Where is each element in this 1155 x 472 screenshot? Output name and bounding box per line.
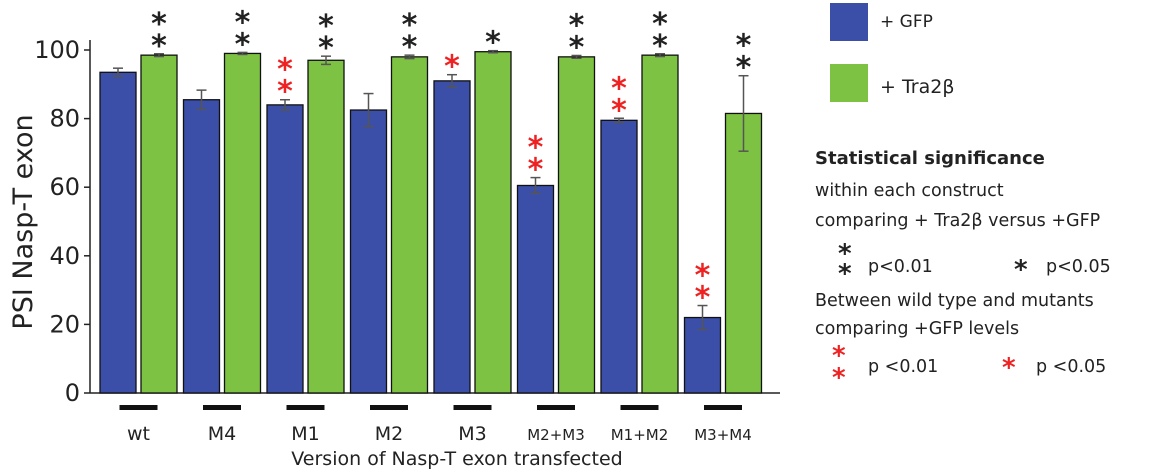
significance-line-4: comparing +GFP levels <box>815 319 1020 339</box>
x-tick-label: wt <box>127 423 150 445</box>
key-black-p05: p<0.05 <box>1046 257 1111 277</box>
significance-star: * <box>695 281 711 316</box>
chart-significance-stars: ************************ <box>151 5 752 315</box>
y-tick-label: 0 <box>65 379 80 407</box>
x-tick-label: M4 <box>208 423 236 445</box>
significance-star: * <box>736 51 752 86</box>
bar-gfp <box>516 184 555 394</box>
x-tick-label: M3 <box>458 423 486 445</box>
x-tick-label: M1+M2 <box>611 426 669 444</box>
key-red-star-single: * <box>1002 353 1016 383</box>
chart-x-tick-labels: wt M4 M1 M2 M3 M2+M3 M1+M2 M3+M4 <box>119 405 752 445</box>
y-tick-label: 80 <box>49 105 80 133</box>
significance-star: * <box>318 9 334 44</box>
bar-tra2b <box>474 51 512 394</box>
bar-gfp <box>433 80 471 394</box>
bar-tra2b <box>557 56 596 394</box>
y-tick-label: 60 <box>49 173 80 201</box>
significance-star: * <box>611 71 627 106</box>
significance-star: * <box>652 7 668 42</box>
key-black-p01: p<0.01 <box>868 257 933 277</box>
significance-star: * <box>485 26 501 61</box>
group-underline <box>370 405 408 410</box>
key-red-p01: p <0.01 <box>868 357 939 377</box>
significance-star: * <box>151 7 167 42</box>
significance-star: * <box>695 259 711 294</box>
significance-star: * <box>611 93 627 128</box>
significance-star: * <box>444 50 460 85</box>
group-underline <box>119 405 158 410</box>
key-black-star-single: * <box>1014 255 1028 285</box>
significance-line-3: Between wild type and mutants <box>815 291 1094 311</box>
bar-gfp <box>349 109 388 394</box>
bar-gfp <box>683 316 722 394</box>
significance-star: * <box>528 131 544 166</box>
chart-error-bars <box>113 49 749 331</box>
x-tick-label: M1 <box>291 423 319 445</box>
chart-bars <box>99 51 763 394</box>
bar-gfp <box>99 71 137 394</box>
significance-star: * <box>277 53 293 88</box>
key-red-star-bottom: * <box>832 363 846 393</box>
significance-star: * <box>318 31 334 66</box>
x-tick-label: M3+M4 <box>694 426 752 444</box>
x-axis-label: Version of Nasp-T exon transfected <box>291 448 622 470</box>
significance-star: * <box>402 30 418 65</box>
significance-star: * <box>235 27 251 62</box>
legend-label-tra2b: + Tra2β <box>880 76 955 98</box>
y-tick-label: 40 <box>49 242 80 270</box>
group-underline <box>620 405 659 410</box>
y-tick-label: 20 <box>49 310 80 338</box>
bar-tra2b <box>307 59 345 394</box>
key-black-star-top: * <box>838 239 852 269</box>
significance-star: * <box>528 153 544 188</box>
group-underline <box>537 405 575 410</box>
bar-gfp <box>600 119 638 394</box>
bar-tra2b <box>641 54 679 394</box>
y-tick-label: 100 <box>34 36 80 64</box>
significance-star: * <box>569 30 585 65</box>
group-underline <box>286 405 325 410</box>
significance-line-2: comparing + Tra2β versus +GFP <box>815 211 1101 231</box>
x-tick-label: M2 <box>375 423 403 445</box>
bar-tra2b <box>140 54 178 394</box>
bar-tra2b <box>390 56 429 394</box>
significance-line-1: within each construct <box>815 181 1004 201</box>
legend-swatch-tra2b <box>830 64 868 102</box>
significance-star: * <box>277 75 293 110</box>
x-tick-label: M2+M3 <box>527 426 585 444</box>
legend-swatch-gfp <box>830 3 868 41</box>
bar-gfp <box>182 99 221 394</box>
significance-star: * <box>569 8 585 43</box>
group-underline <box>453 405 492 410</box>
significance-title: Statistical significance <box>815 148 1045 169</box>
y-axis-label: PSI Nasp-T exon <box>8 114 39 329</box>
significance-star: * <box>151 29 167 64</box>
significance-star: * <box>652 29 668 64</box>
significance-star: * <box>736 29 752 64</box>
legend-label-gfp: + GFP <box>880 12 933 32</box>
key-black-star-bottom: * <box>838 259 852 289</box>
bar-tra2b <box>223 52 262 394</box>
key-red-p05: p <0.05 <box>1036 357 1107 377</box>
significance-star: * <box>235 5 251 40</box>
bar-gfp <box>266 104 304 394</box>
key-red-star-top: * <box>832 341 846 371</box>
significance-star: * <box>402 8 418 43</box>
group-underline <box>203 405 241 410</box>
group-underline <box>704 405 742 410</box>
bar-tra2b <box>724 112 763 394</box>
